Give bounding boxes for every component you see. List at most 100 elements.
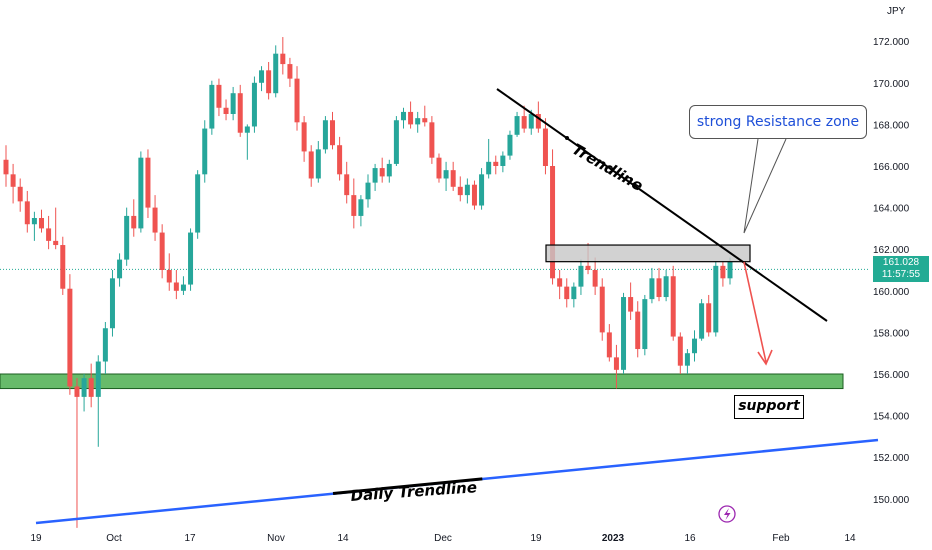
candle [152,195,158,241]
candle [31,211,37,241]
candle [429,116,435,164]
candle [138,151,144,233]
candle [649,267,655,304]
candle [95,355,101,447]
candle [202,120,208,183]
candle [287,57,293,87]
down-arrow [743,261,773,366]
candle [230,86,236,121]
candle [663,270,669,302]
y-tick-label: 152.000 [873,453,910,464]
candle [74,378,80,528]
candle [365,174,371,208]
y-tick-label: 160.000 [873,287,910,298]
callout-pointer [743,138,787,234]
candle [436,153,442,183]
lightning-icon[interactable] [718,505,736,523]
candle [550,149,556,285]
candle [60,236,66,295]
x-tick-label: Oct [106,533,122,544]
y-tick-label: 154.000 [873,412,910,423]
candle [81,374,87,412]
candle [400,107,406,129]
x-tick-label: 14 [337,533,349,544]
candle [386,159,392,183]
y-tick-label: 162.000 [873,245,910,256]
candle [571,282,577,308]
y-tick-label: 150.000 [873,495,910,506]
trendline-anchor [565,136,569,140]
candle [344,161,350,204]
candle [372,163,378,191]
candle [621,292,627,374]
last-price: 161.028 [882,257,920,268]
candle [351,178,357,229]
candle [514,111,520,137]
y-tick-label: 168.000 [873,120,910,131]
candle [209,80,215,135]
candle [251,76,257,133]
candle [166,253,172,291]
candle [443,161,449,191]
candle [46,215,52,250]
candle [479,168,485,210]
candle [3,145,9,187]
candle [656,267,662,302]
candle [379,157,385,183]
candle [24,190,30,233]
candle [216,78,222,117]
candle [266,62,272,100]
candle [706,294,712,337]
x-tick-label: 2023 [602,533,625,544]
candle [613,344,619,389]
candle [592,257,598,295]
candle [635,301,641,358]
resistance-callout: strong Resistance zone [689,105,867,139]
daily-trendline-anchor [332,477,483,495]
y-tick-label: 170.000 [873,79,910,90]
candle [102,322,108,374]
candle [507,130,513,160]
candle [457,176,463,202]
candle [259,66,265,92]
candle [542,118,548,175]
candle [713,261,719,337]
candle [684,349,690,374]
candle [145,149,151,218]
candle [301,116,307,162]
resistance-zone [545,244,751,263]
candle [188,228,194,291]
candle [486,138,492,179]
last-price-badge: 161.028 11:57:55 [873,256,929,282]
candle [393,116,399,166]
x-tick-label: 19 [30,533,42,544]
candle [10,163,16,204]
candle [337,136,343,181]
candle [195,170,201,239]
candle [67,274,73,395]
candle [628,282,634,320]
candle [308,145,314,187]
candle [358,195,364,227]
x-tick-label: Dec [434,533,452,544]
candle [521,105,527,133]
y-tick-label: 158.000 [873,328,910,339]
candle [564,278,570,308]
candle [330,111,336,150]
candle [493,155,499,175]
candle [244,124,250,160]
candle [38,209,44,233]
candle [17,178,23,212]
candle [670,265,676,341]
x-tick-label: 14 [844,533,856,544]
candle [280,37,286,75]
candle [159,224,165,279]
x-tick-label: Nov [267,533,285,544]
candle [88,363,94,408]
candle [315,141,321,183]
candle [131,199,137,237]
candle [557,270,563,300]
trendline [496,88,828,322]
candles [3,37,733,528]
